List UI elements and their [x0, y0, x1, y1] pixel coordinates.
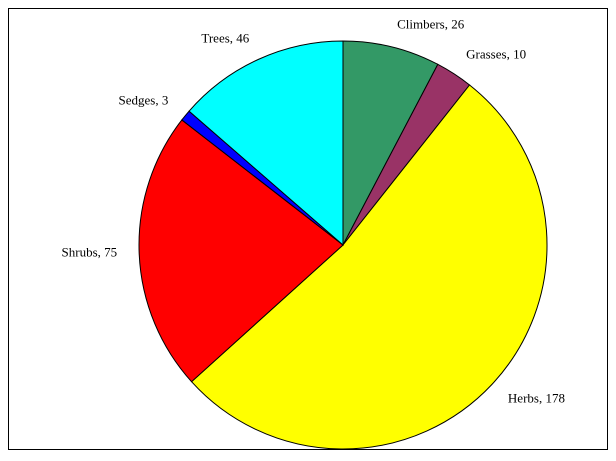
data-label: Herbs, 178	[508, 391, 565, 406]
pie-slice	[342, 40, 439, 246]
pie-slice	[188, 40, 344, 247]
data-label: Sedges, 3	[119, 93, 169, 108]
pie-slice	[138, 119, 344, 383]
data-label: Trees, 46	[201, 30, 249, 45]
data-label: Shrubs, 75	[62, 244, 118, 259]
pie-slice	[190, 84, 548, 450]
data-label: Grasses, 10	[466, 46, 526, 61]
data-label: Climbers, 26	[397, 17, 465, 32]
